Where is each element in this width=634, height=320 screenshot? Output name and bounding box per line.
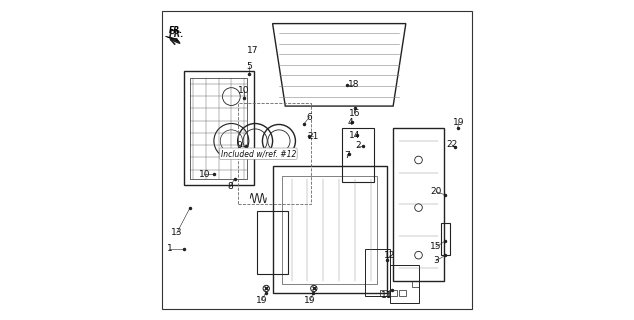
Text: 13: 13 [171, 228, 183, 237]
Text: FR.: FR. [169, 26, 183, 35]
Text: 18: 18 [347, 80, 359, 89]
Polygon shape [165, 36, 180, 43]
Text: 15: 15 [430, 243, 442, 252]
Text: 16: 16 [349, 108, 360, 117]
Text: 12: 12 [384, 251, 396, 260]
Text: 1: 1 [167, 244, 172, 253]
Bar [399, 290, 406, 296]
Bar [389, 290, 397, 296]
Text: 19: 19 [304, 296, 316, 305]
Text: 21: 21 [307, 132, 319, 141]
Text: 9: 9 [236, 141, 242, 150]
Bar [441, 223, 450, 255]
Text: 17: 17 [247, 46, 258, 55]
Text: 20: 20 [430, 187, 442, 196]
Text: Included w/ref. #12: Included w/ref. #12 [221, 149, 296, 158]
Text: 3: 3 [433, 256, 439, 265]
Bar [380, 290, 387, 296]
Text: 7: 7 [344, 151, 350, 160]
Text: 19: 19 [256, 296, 268, 305]
Text: 5: 5 [246, 62, 252, 71]
Text: 14: 14 [349, 131, 361, 140]
Bar [411, 281, 419, 287]
Text: 6: 6 [306, 113, 313, 122]
Text: 22: 22 [446, 140, 458, 149]
Text: 8: 8 [227, 182, 233, 191]
Text: 2: 2 [356, 141, 361, 150]
Text: 4: 4 [347, 118, 353, 127]
Text: 19: 19 [453, 118, 464, 127]
Text: 10: 10 [198, 170, 210, 179]
Text: 11: 11 [381, 291, 392, 300]
Text: 10: 10 [238, 86, 250, 95]
Text: FR.: FR. [169, 30, 184, 39]
